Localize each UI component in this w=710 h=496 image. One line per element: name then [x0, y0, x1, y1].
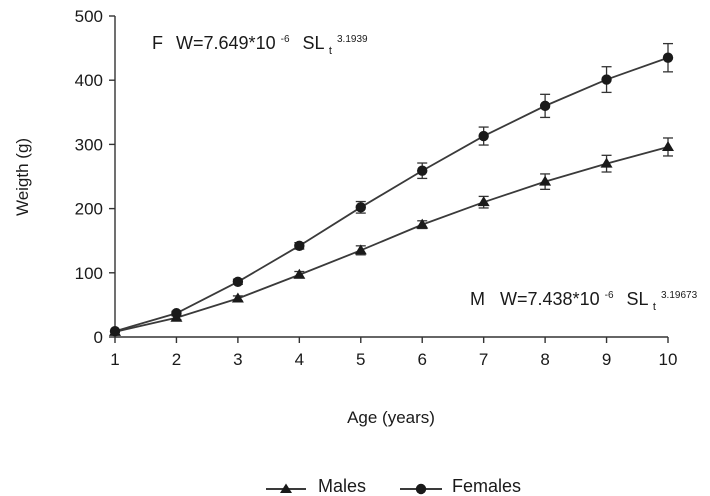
data-point-males — [477, 196, 490, 207]
data-point-males — [231, 292, 244, 303]
legend-males-triangle-icon — [280, 483, 292, 493]
legend-females-circle-icon — [415, 483, 427, 495]
data-point-males — [539, 175, 552, 186]
x-tick-label: 2 — [172, 350, 181, 369]
legend-item-females: Females — [400, 476, 521, 496]
x-tick-label: 6 — [417, 350, 426, 369]
female-eq-exp: -6 — [281, 34, 290, 45]
data-point-males — [662, 140, 674, 151]
male-eq-exp: -6 — [605, 290, 614, 301]
legend: Males Females — [266, 476, 521, 496]
data-point-females — [294, 240, 305, 252]
x-tick-label: 4 — [295, 350, 304, 369]
male-eq-text: W=7.438*10 — [500, 289, 600, 309]
female-eq-label: F — [152, 33, 163, 53]
female-eq-var: SL — [303, 33, 325, 53]
female-eq-sub: t — [329, 45, 332, 57]
y-tick-label: 200 — [75, 200, 103, 219]
legend-females-label: Females — [452, 476, 521, 496]
legend-item-males: Males — [266, 476, 366, 496]
data-point-females — [417, 165, 428, 176]
y-tick-label: 500 — [75, 7, 103, 26]
x-tick-label: 5 — [356, 350, 365, 369]
y-tick-label: 400 — [75, 71, 103, 90]
x-tick-label: 7 — [479, 350, 488, 369]
series-layer — [109, 42, 674, 337]
data-point-males — [600, 157, 613, 168]
data-point-males — [293, 268, 306, 279]
plot-area: 0 100 200 300 400 500 1 2 3 4 5 6 7 8 9 10 — [75, 7, 678, 369]
y-tick-label: 100 — [75, 264, 103, 283]
x-tick-label: 9 — [602, 350, 611, 369]
x-tick-label: 8 — [540, 350, 549, 369]
data-point-males — [416, 218, 429, 229]
female-eq-text: W=7.649*10 — [176, 33, 276, 53]
series-line-males — [114, 146, 669, 333]
male-eq-var: SL — [627, 289, 649, 309]
x-tick-label: 3 — [233, 350, 242, 369]
data-point-females — [539, 100, 551, 112]
male-eq-sub: t — [653, 301, 656, 313]
y-tick-label: 0 — [94, 328, 103, 347]
y-axis-title: Weigth (g) — [13, 138, 32, 216]
data-point-females — [662, 52, 674, 63]
data-point-females — [478, 130, 489, 142]
legend-males-label: Males — [318, 476, 366, 496]
data-point-females — [601, 74, 612, 85]
data-point-females — [232, 276, 244, 287]
series-line-females — [114, 56, 669, 333]
series-females — [109, 42, 674, 337]
data-point-females — [355, 202, 366, 213]
x-tick-label: 10 — [659, 350, 678, 369]
y-tick-label: 300 — [75, 135, 103, 154]
female-eq-power: 3.1939 — [337, 34, 368, 45]
data-point-females — [171, 308, 182, 319]
female-equation: F W=7.649*10 -6 SL t 3.1939 — [152, 26, 368, 58]
male-eq-power: 3.19673 — [661, 290, 698, 301]
data-point-females — [109, 326, 121, 337]
data-point-males — [354, 244, 367, 255]
x-tick-label: 1 — [110, 350, 119, 369]
y-axis-ticks: 0 100 200 300 400 500 — [75, 7, 115, 347]
x-axis-ticks: 1 2 3 4 5 6 7 8 9 10 — [110, 337, 677, 369]
male-equation: M W=7.438*10 -6 SL t 3.19673 — [470, 282, 698, 314]
male-eq-label: M — [470, 289, 485, 309]
x-axis-title: Age (years) — [347, 408, 435, 427]
